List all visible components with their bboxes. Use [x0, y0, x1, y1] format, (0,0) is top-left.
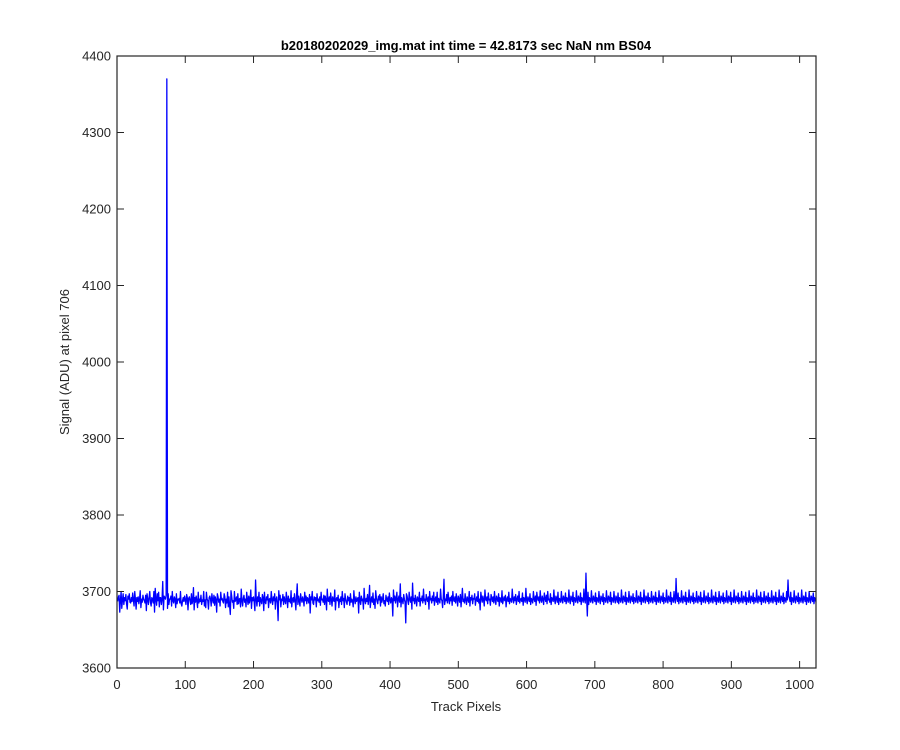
- y-tick-label: 3700: [82, 584, 111, 599]
- chart-title: b20180202029_img.mat int time = 42.8173 …: [281, 38, 652, 53]
- y-tick-label: 3800: [82, 508, 111, 523]
- y-tick-label: 3900: [82, 431, 111, 446]
- x-tick-label: 1000: [785, 677, 814, 692]
- x-tick-label: 500: [447, 677, 469, 692]
- series-line-0: [117, 78, 817, 624]
- x-tick-label: 600: [516, 677, 538, 692]
- y-tick-label: 4200: [82, 202, 111, 217]
- y-axis-label: Signal (ADU) at pixel 706: [57, 289, 72, 435]
- x-tick-label: 400: [379, 677, 401, 692]
- x-axis-label: Track Pixels: [431, 699, 502, 714]
- plot-area: 0 100 200 300 400 500 600 700 800 900 1000 3600 3700…: [82, 49, 817, 692]
- x-tick-label: 200: [243, 677, 265, 692]
- plot-background: [117, 56, 816, 668]
- y-tick-label: 4100: [82, 278, 111, 293]
- x-tick-label: 0: [113, 677, 120, 692]
- x-tick-label: 300: [311, 677, 333, 692]
- x-tick-label: 800: [652, 677, 674, 692]
- x-tick-label: 700: [584, 677, 606, 692]
- x-tick-label: 100: [174, 677, 196, 692]
- y-tick-label: 4400: [82, 49, 111, 64]
- y-tick-label: 4000: [82, 355, 111, 370]
- x-tick-label: 900: [721, 677, 743, 692]
- y-tick-label: 3600: [82, 661, 111, 676]
- y-tick-label: 4300: [82, 125, 111, 140]
